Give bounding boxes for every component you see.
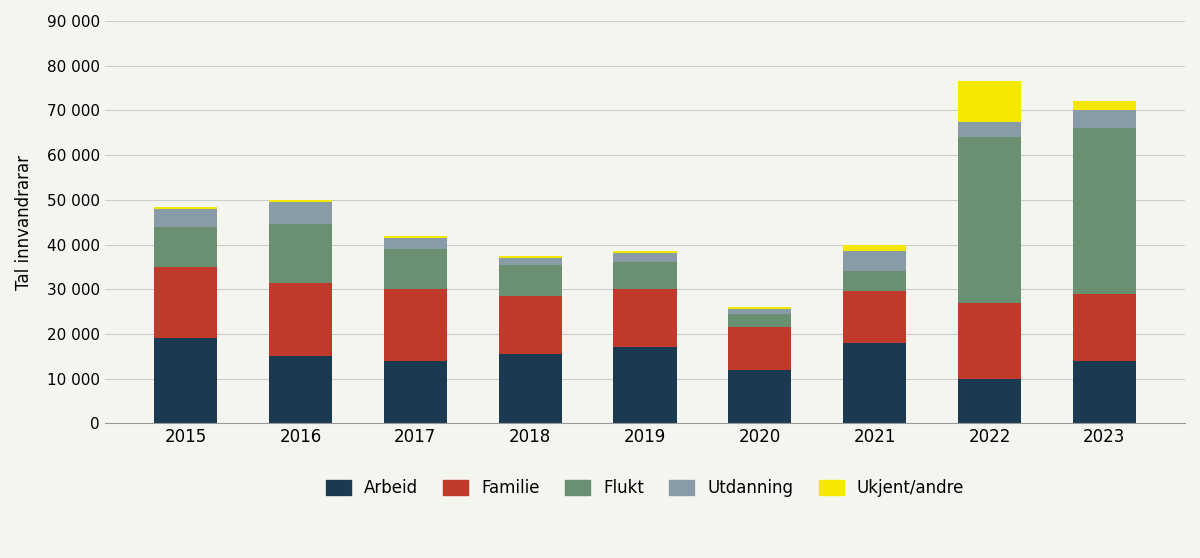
Bar	[844, 343, 906, 424]
Bar	[1073, 294, 1136, 360]
Bar	[269, 224, 332, 282]
Bar	[1073, 360, 1136, 424]
Bar	[384, 360, 446, 424]
Bar	[384, 289, 446, 360]
Bar	[958, 122, 1021, 137]
Bar	[844, 271, 906, 291]
Y-axis label: Tal innvandrarar: Tal innvandrarar	[14, 155, 32, 290]
Bar	[1073, 102, 1136, 110]
Bar	[728, 370, 791, 424]
Bar	[498, 296, 562, 354]
Bar	[844, 251, 906, 271]
Bar	[498, 256, 562, 258]
Bar	[1073, 110, 1136, 128]
Bar	[154, 206, 217, 209]
Bar	[613, 253, 677, 262]
Bar	[613, 262, 677, 289]
Bar	[269, 202, 332, 224]
Bar	[613, 289, 677, 347]
Bar	[613, 347, 677, 424]
Bar	[728, 307, 791, 309]
Bar	[154, 209, 217, 227]
Bar	[728, 314, 791, 327]
Bar	[384, 249, 446, 289]
Bar	[154, 267, 217, 338]
Bar	[498, 354, 562, 424]
Bar	[728, 327, 791, 370]
Bar	[958, 81, 1021, 122]
Bar	[498, 258, 562, 264]
Bar	[844, 291, 906, 343]
Bar	[613, 251, 677, 253]
Bar	[728, 309, 791, 314]
Bar	[1073, 128, 1136, 294]
Bar	[154, 227, 217, 267]
Bar	[958, 137, 1021, 302]
Bar	[958, 302, 1021, 379]
Bar	[269, 282, 332, 356]
Bar	[384, 235, 446, 238]
Bar	[384, 238, 446, 249]
Bar	[269, 356, 332, 424]
Bar	[154, 338, 217, 424]
Bar	[498, 264, 562, 296]
Bar	[844, 244, 906, 251]
Bar	[958, 379, 1021, 424]
Bar	[269, 200, 332, 202]
Legend: Arbeid, Familie, Flukt, Utdanning, Ukjent/andre: Arbeid, Familie, Flukt, Utdanning, Ukjen…	[319, 472, 971, 503]
